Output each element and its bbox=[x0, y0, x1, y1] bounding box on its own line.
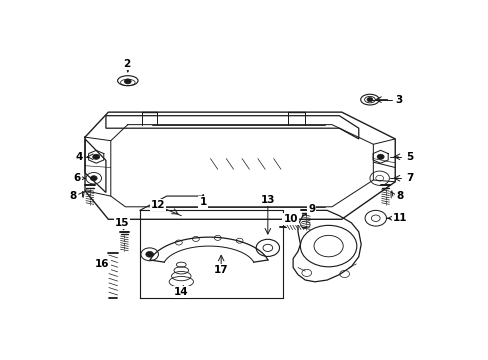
Circle shape bbox=[93, 154, 100, 159]
Text: 11: 11 bbox=[392, 213, 407, 223]
Text: 17: 17 bbox=[213, 265, 228, 275]
Text: 9: 9 bbox=[307, 204, 315, 214]
Text: 5: 5 bbox=[406, 152, 412, 162]
Text: 15: 15 bbox=[115, 218, 129, 228]
Text: 4: 4 bbox=[75, 152, 82, 162]
Text: 2: 2 bbox=[123, 59, 130, 69]
Text: 10: 10 bbox=[283, 214, 297, 224]
Text: 8: 8 bbox=[396, 191, 403, 201]
Circle shape bbox=[376, 154, 384, 159]
Text: 8: 8 bbox=[70, 191, 77, 201]
Circle shape bbox=[124, 79, 131, 84]
Text: 1: 1 bbox=[199, 197, 206, 207]
Text: 6: 6 bbox=[73, 173, 80, 183]
Text: 12: 12 bbox=[150, 200, 165, 210]
Text: 14: 14 bbox=[174, 287, 188, 297]
Circle shape bbox=[366, 98, 372, 102]
Text: 7: 7 bbox=[406, 173, 413, 183]
Text: 3: 3 bbox=[395, 95, 402, 105]
Text: 16: 16 bbox=[95, 258, 109, 269]
Circle shape bbox=[90, 176, 97, 181]
Circle shape bbox=[145, 251, 153, 257]
Text: 13: 13 bbox=[260, 195, 275, 204]
